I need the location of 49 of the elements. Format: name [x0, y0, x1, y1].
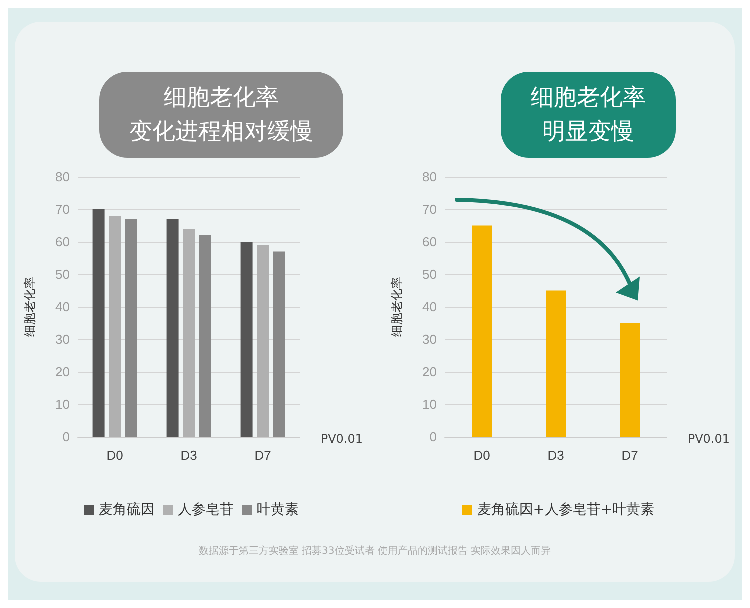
y-tick-label: 20 [422, 364, 437, 380]
text: PV0.01 [688, 432, 730, 446]
x-tick-label: D3 [180, 448, 198, 463]
y-axis-title: 细胞老化率 [23, 277, 37, 337]
y-tick-label: 70 [56, 202, 70, 217]
y-tick-label: 20 [56, 364, 70, 380]
y-axis-title: 细胞老化率 [390, 277, 404, 337]
y-tick-label: 30 [56, 332, 70, 347]
x-tick-label: D7 [254, 448, 272, 463]
bar [183, 229, 195, 437]
x-tick-label: D0 [106, 448, 124, 463]
legend-label: 叶黄素 [257, 502, 299, 518]
bar [166, 219, 179, 437]
bar [109, 216, 121, 437]
y-tick-label: 0 [430, 430, 437, 444]
y-tick-label: 10 [56, 397, 70, 412]
text: PV0.01 [320, 432, 364, 446]
bar [240, 242, 253, 437]
x-tick-label: D0 [474, 448, 490, 463]
y-tick-label: 60 [56, 234, 70, 250]
y-tick-label: 80 [56, 170, 70, 184]
x-tick-label: D7 [622, 448, 638, 463]
bar [620, 323, 640, 437]
y-tick-label: 30 [422, 332, 437, 347]
y-tick-label: 70 [422, 202, 437, 217]
chart-subtitle: 变化进程相对缓慢 [130, 119, 314, 145]
chart-subtitle: 明显变慢 [542, 119, 634, 145]
bar [92, 210, 105, 437]
bar [125, 219, 138, 437]
legend-label: 麦角硫因 [99, 502, 155, 518]
y-tick-label: 40 [422, 300, 437, 314]
y-tick-label: 80 [422, 170, 437, 184]
legend-label: 人参皂苷 [178, 502, 234, 518]
y-tick-label: 50 [56, 267, 70, 282]
bar [273, 252, 286, 437]
bar [257, 245, 269, 437]
text: 数据源于第三方实验室 招募33位受试者 使用产品的测试报告 实际效果因人而异 [198, 544, 552, 558]
chart-title: 细胞老化率 [164, 85, 279, 111]
y-tick-label: 60 [422, 234, 437, 250]
y-tick-label: 40 [56, 300, 70, 314]
x-tick-label: D3 [548, 448, 564, 463]
legend-label: 麦角硫因+人参皂苷+叶黄素 [477, 502, 655, 518]
y-tick-label: 0 [62, 430, 70, 444]
bar [472, 226, 492, 437]
y-tick-label: 10 [422, 397, 437, 412]
bar [546, 290, 566, 437]
bar [199, 236, 212, 437]
chart-title: 细胞老化率 [531, 85, 646, 111]
y-tick-label: 50 [422, 267, 437, 282]
